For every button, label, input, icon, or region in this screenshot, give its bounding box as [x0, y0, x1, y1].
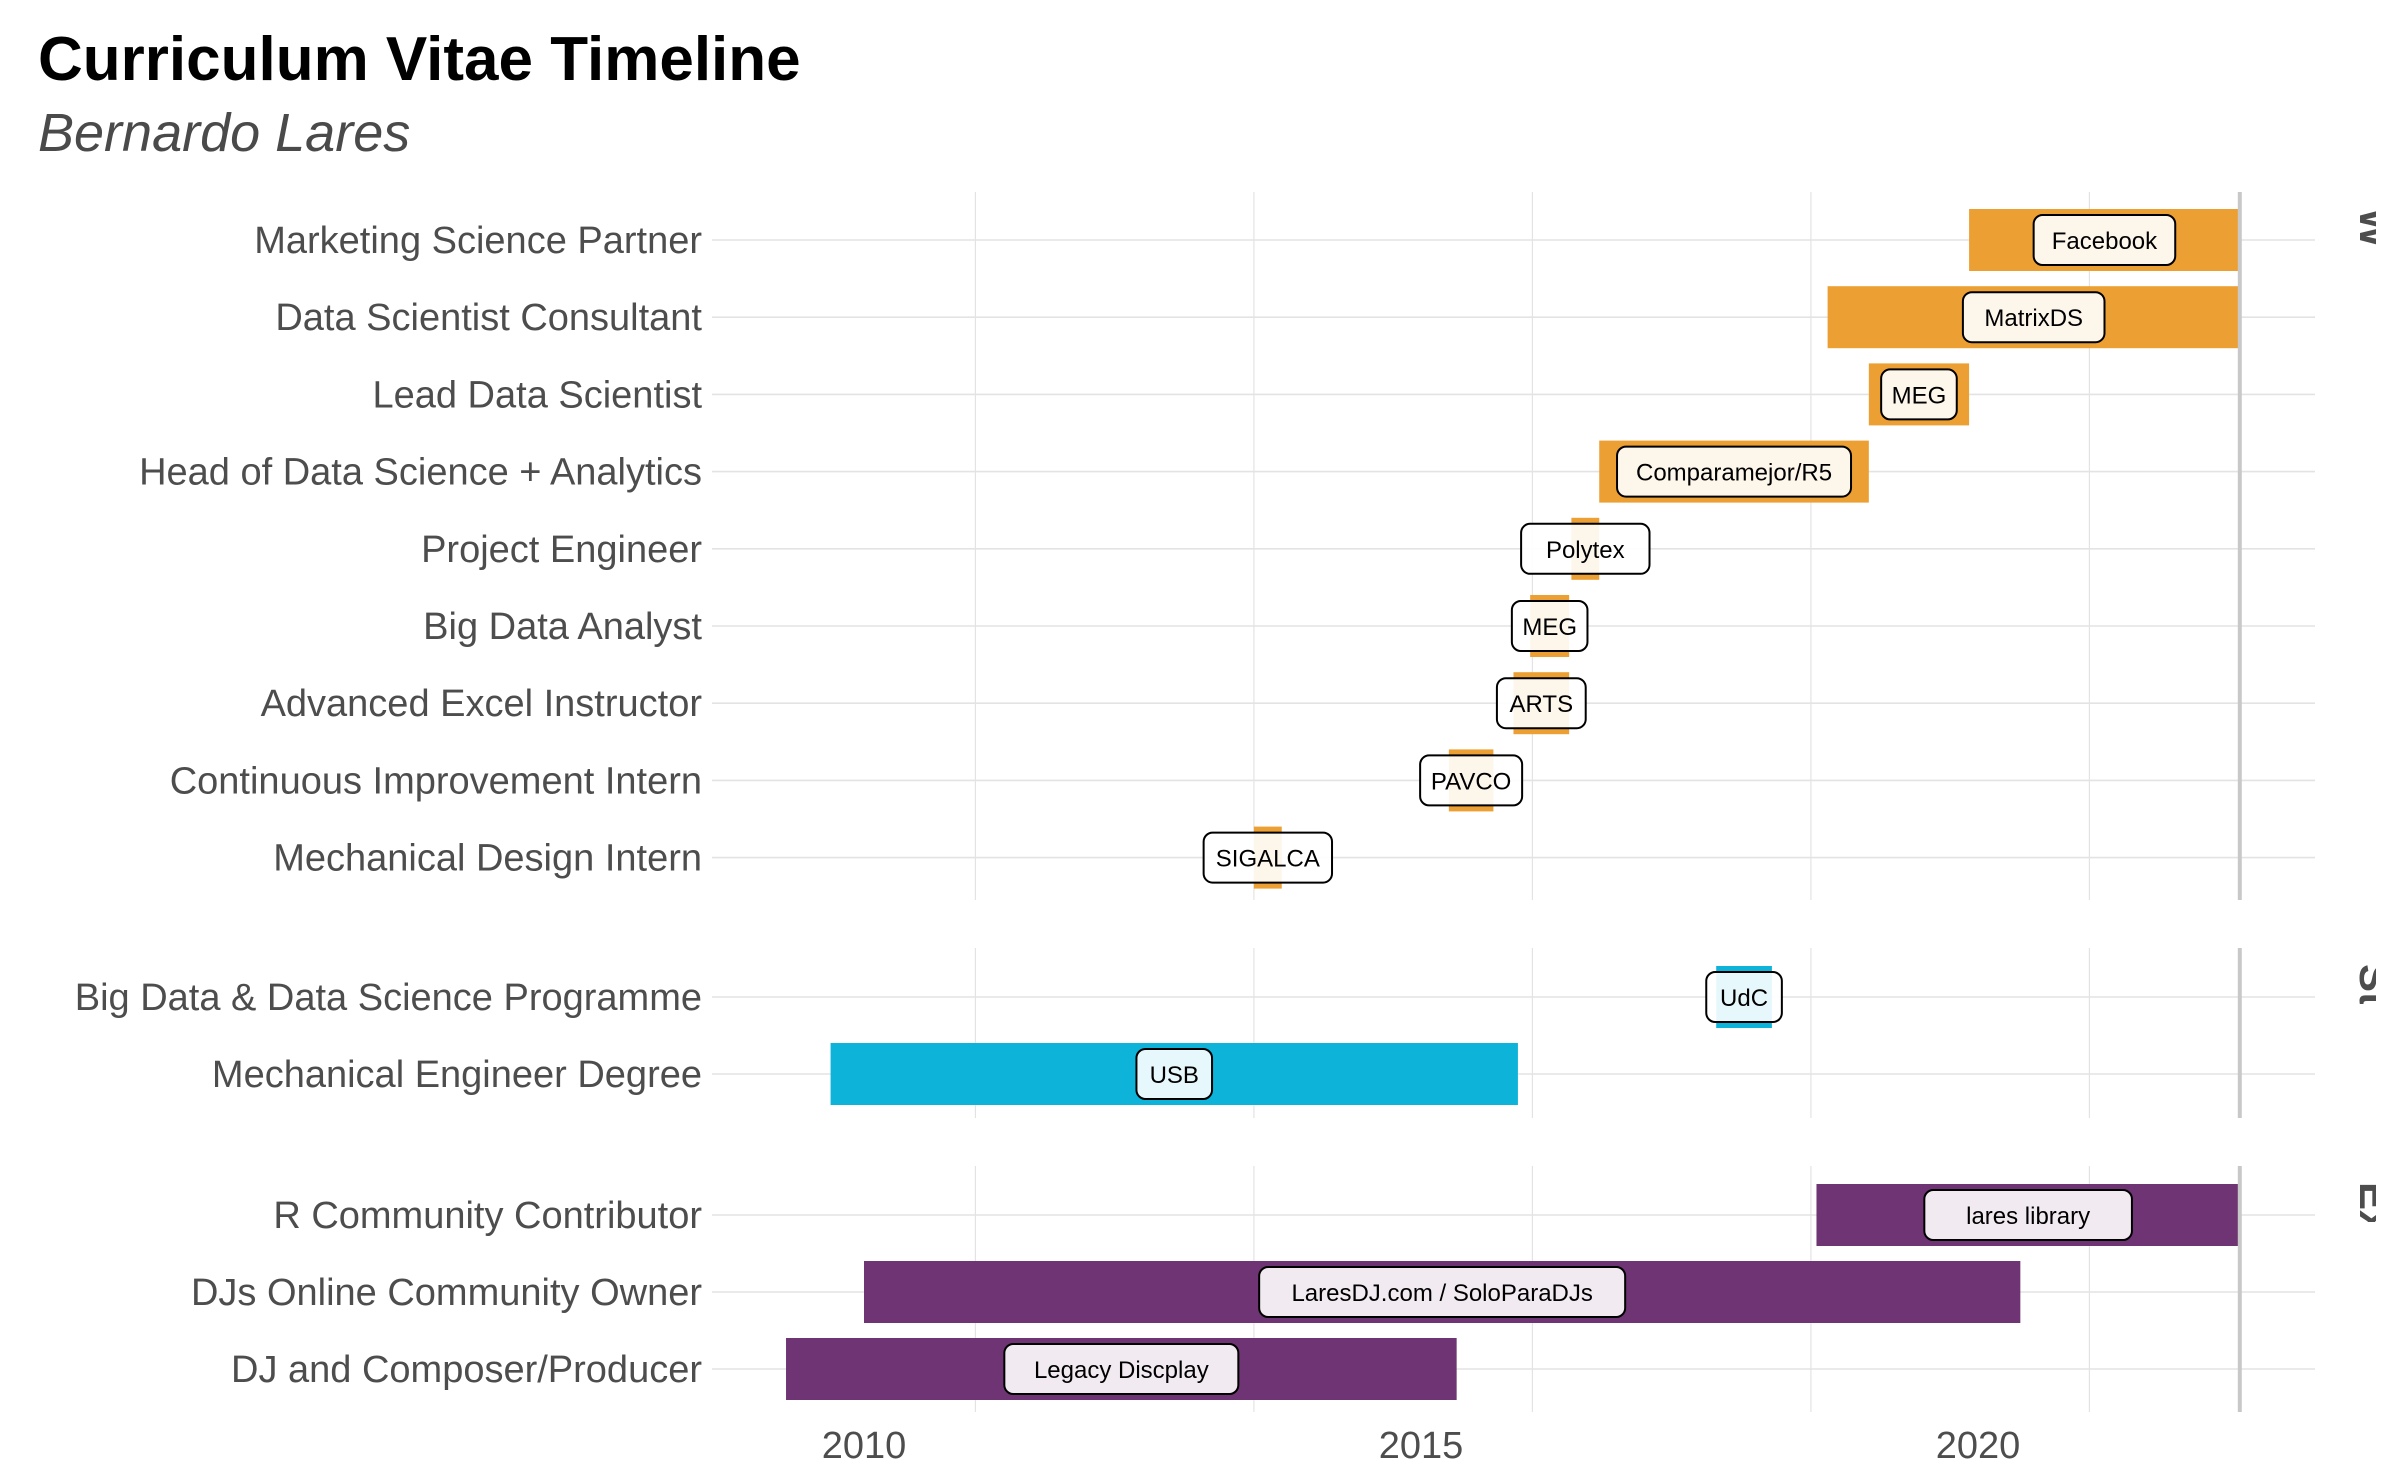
y-axis-label: DJs Online Community Owner — [191, 1272, 702, 1314]
y-axis-label: Advanced Excel Instructor — [261, 683, 703, 725]
bar-label-box — [1003, 1343, 1240, 1395]
bar-label: USB — [1150, 1062, 1199, 1089]
x-axis-tick-label: 2020 — [1936, 1425, 2021, 1467]
x-axis-tick-label: 2015 — [1379, 1425, 1464, 1467]
bar-label: UdC — [1720, 985, 1768, 1012]
bar-label-box — [1705, 971, 1783, 1023]
chart-subtitle: Bernardo Lares — [38, 103, 411, 163]
y-axis-label: Lead Data Scientist — [372, 374, 702, 416]
bar-label: lares library — [1966, 1203, 2090, 1230]
facet-strip-label: Extra — [2351, 1182, 2398, 1288]
bar-label: Comparamejor/R5 — [1636, 460, 1832, 487]
bar-label-box — [1135, 1048, 1214, 1100]
bar-label: SIGALCA — [1216, 846, 1320, 873]
x-axis-tick-label: 2010 — [822, 1425, 907, 1467]
y-axis-label: DJ and Composer/Producer — [231, 1349, 702, 1391]
bar-label: Polytex — [1546, 537, 1625, 564]
bar-label: PAVCO — [1431, 768, 1511, 795]
bar-label-box — [1510, 600, 1589, 652]
bar-label-box — [1961, 291, 2106, 344]
y-axis-label: Marketing Science Partner — [254, 220, 702, 262]
bar-label-box — [1880, 368, 1958, 421]
bar-label-box — [2032, 214, 2177, 266]
bar-label-box — [1419, 754, 1524, 807]
bar-label-box — [1520, 522, 1651, 575]
y-axis-label: Continuous Improvement Intern — [170, 760, 702, 802]
bar-label: Facebook — [2052, 228, 2158, 255]
bar-label: ARTS — [1510, 691, 1574, 718]
y-axis-label: Big Data & Data Science Programme — [75, 977, 702, 1019]
y-axis-label: Big Data Analyst — [423, 606, 702, 648]
bar-label: MEG — [1892, 382, 1947, 409]
y-axis-label: Project Engineer — [421, 529, 702, 571]
bar-label-box — [1258, 1266, 1627, 1318]
y-axis-label: Head of Data Science + Analytics — [139, 452, 702, 494]
bar-label-box — [1616, 445, 1853, 498]
y-axis-label: Data Scientist Consultant — [275, 297, 702, 339]
y-axis-label: Mechanical Engineer Degree — [212, 1054, 702, 1096]
bar-label: Legacy Discplay — [1034, 1357, 1209, 1384]
facet-strip-label: Studies — [2351, 964, 2398, 1116]
bar-label: LaresDJ.com / SoloParaDJs — [1291, 1280, 1592, 1307]
y-axis-label: R Community Contributor — [273, 1195, 702, 1237]
y-axis-label: Mechanical Design Intern — [273, 838, 702, 880]
bar-label-box — [1495, 677, 1587, 730]
facet-strip-label: Work Experience — [2351, 208, 2398, 548]
bar-label: MatrixDS — [1984, 305, 2083, 332]
bar-label-box — [1202, 831, 1334, 884]
bar-label: MEG — [1522, 614, 1577, 641]
bar-label-box — [1923, 1189, 2133, 1241]
chart-title: Curriculum Vitae Timeline — [38, 25, 801, 94]
